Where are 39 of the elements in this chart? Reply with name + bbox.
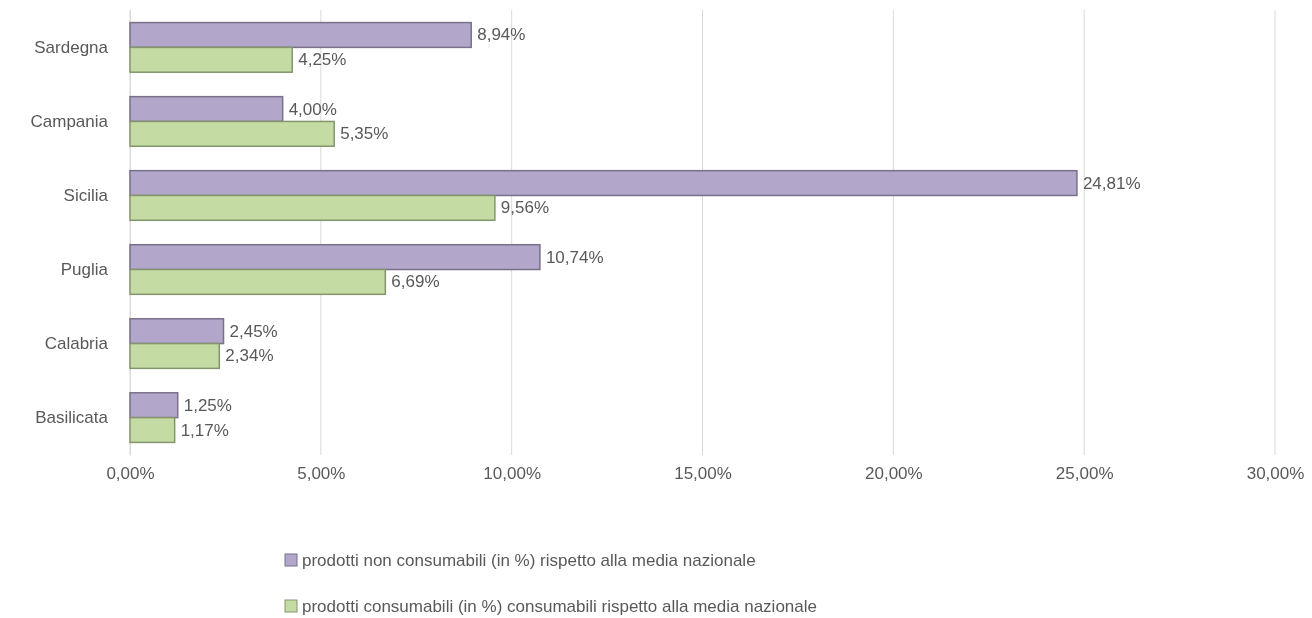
data-label: 9,56%: [500, 198, 550, 218]
data-label: 10,74%: [545, 247, 604, 267]
x-tick-label: 30,00%: [1246, 464, 1305, 484]
bar: [129, 95, 284, 123]
bar: [129, 268, 387, 296]
x-tick-label: 10,00%: [483, 464, 541, 484]
legend-label: prodotti consumabili (in %) consumabili rispetto alla media nazionale: [302, 596, 817, 616]
bar: [129, 194, 496, 222]
data-label: 4,00%: [288, 99, 337, 119]
bar: [129, 120, 335, 147]
bar: [129, 416, 176, 444]
y-tick-label: Sicilia: [63, 185, 109, 205]
y-tick-label: Calabria: [44, 334, 109, 353]
x-tick-label: 15,00%: [674, 464, 732, 484]
y-tick-label: Campania: [30, 111, 109, 131]
x-tick-label: 25,00%: [1055, 464, 1114, 484]
data-label: 1,17%: [180, 420, 229, 440]
data-label: 24,81%: [1082, 173, 1141, 193]
x-tick-label: 20,00%: [865, 464, 923, 484]
x-tick-label: 0,00%: [106, 464, 155, 484]
data-label: 2,34%: [225, 346, 274, 366]
y-tick-label: Puglia: [60, 259, 109, 279]
bar: [129, 46, 293, 73]
bar: [129, 169, 1078, 197]
bar: [129, 318, 225, 345]
bar: [129, 243, 541, 271]
bar: [129, 342, 221, 370]
y-tick-label: Sardegna: [34, 37, 109, 57]
data-label: 1,25%: [183, 395, 232, 415]
data-label: 4,25%: [298, 50, 347, 70]
bar: [129, 392, 179, 419]
x-tick-label: 5,00%: [297, 464, 346, 484]
legend-label: prodotti non consumabili (in %) rispetto alla media nazionale: [302, 550, 756, 570]
y-tick-label: Basilicata: [35, 408, 109, 428]
data-label: 8,94%: [477, 25, 526, 45]
data-label: 2,45%: [229, 321, 278, 341]
data-label: 6,69%: [391, 272, 440, 292]
data-label: 5,35%: [340, 124, 389, 144]
bar: [129, 21, 472, 49]
